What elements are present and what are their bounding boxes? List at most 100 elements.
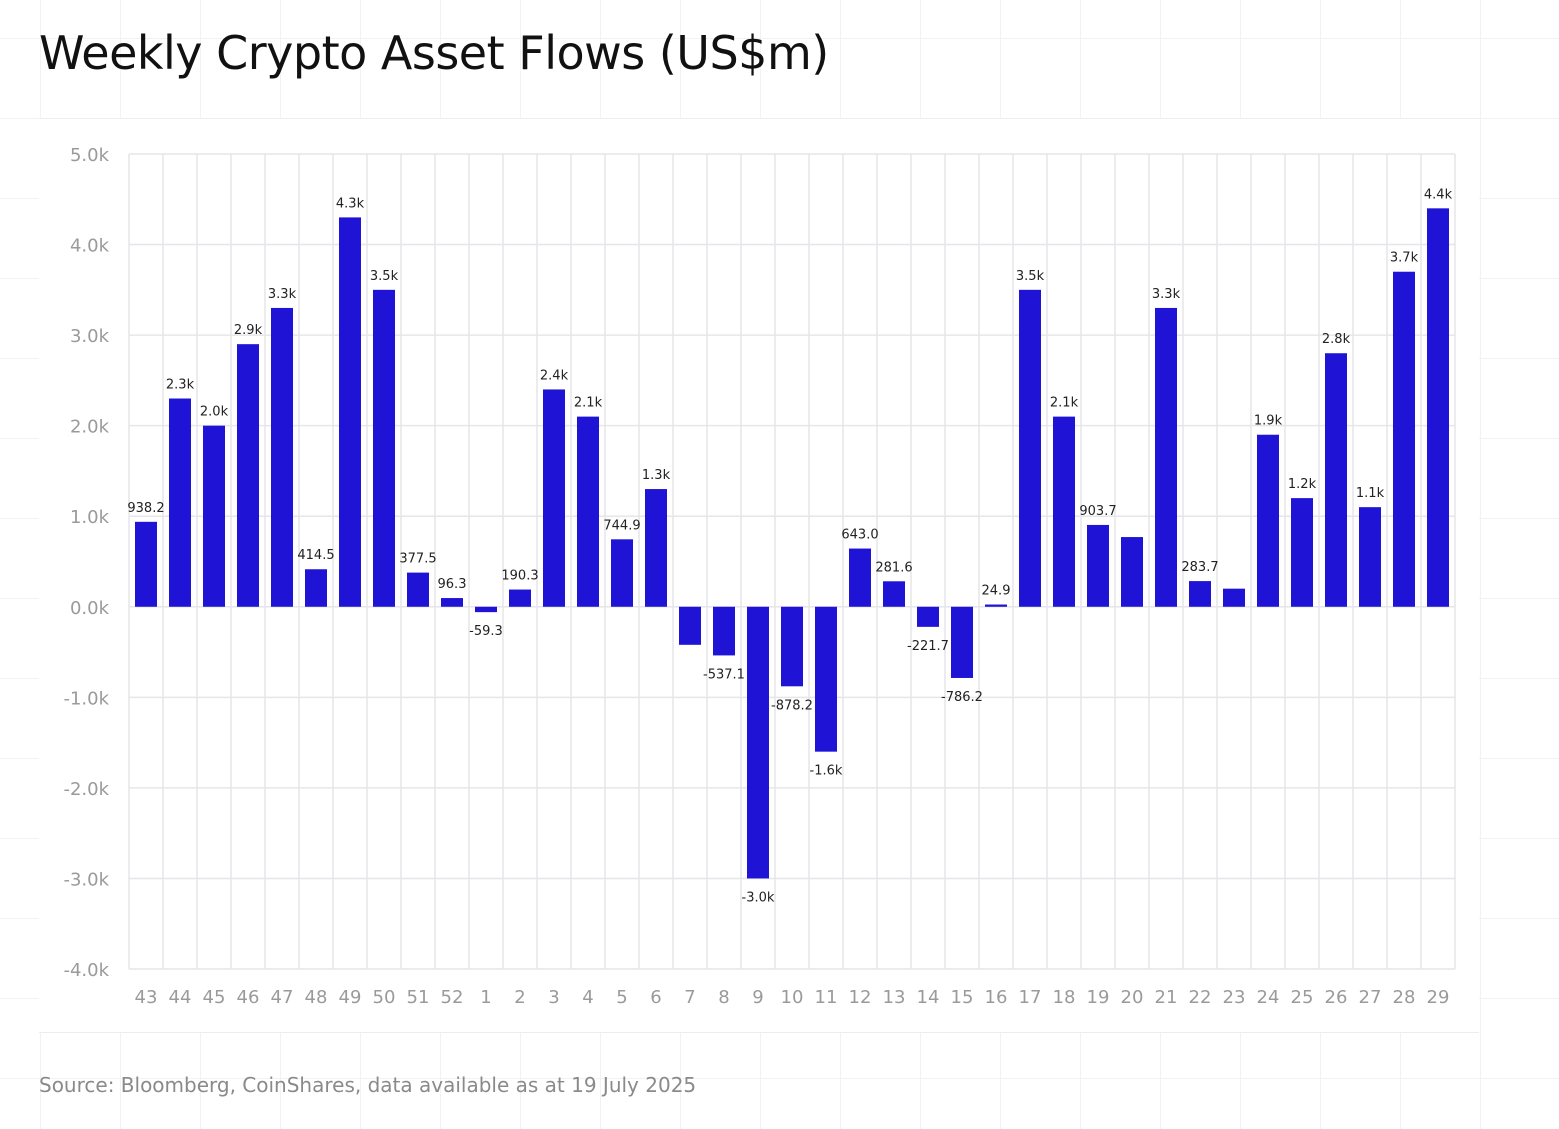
x-tick-label: 1 — [480, 987, 491, 1008]
source-note: Source: Bloomberg, CoinShares, data avai… — [39, 1073, 697, 1097]
data-label: 2.1k — [574, 396, 603, 411]
bar-week-49 — [339, 217, 361, 607]
data-label: 3.3k — [268, 287, 297, 302]
chart-panel: 5.0k 4.0k 3.0k 2.0k 1.0k 0.0k -1.0k -2.0k -3.0k -… — [39, 118, 1479, 1033]
x-tick-label: 20 — [1121, 987, 1144, 1008]
data-label: 377.5 — [399, 552, 436, 567]
bar-week-48 — [305, 569, 327, 607]
data-label: -3.0k — [742, 890, 775, 905]
bar-week-1 — [475, 606, 497, 613]
x-tick-label: 12 — [849, 987, 872, 1008]
x-tick-label: 26 — [1325, 987, 1348, 1008]
data-label: 2.8k — [1322, 332, 1351, 347]
data-label: -878.2 — [771, 698, 813, 713]
data-label: -786.2 — [941, 690, 983, 705]
data-label: 281.6 — [875, 560, 912, 575]
bar-week-13 — [883, 581, 905, 607]
data-label: 1.1k — [1356, 486, 1385, 501]
x-tick-label: 44 — [169, 987, 192, 1008]
y-tick-label: -2.0k — [63, 779, 109, 800]
bar-week-24 — [1257, 434, 1279, 607]
bar-week-51 — [407, 572, 429, 607]
bar-week-15 — [951, 606, 973, 678]
data-label: -537.1 — [703, 667, 745, 682]
data-label: 2.0k — [200, 405, 229, 420]
bar-week-27 — [1359, 507, 1381, 607]
x-tick-label: 3 — [548, 987, 559, 1008]
bar-week-18 — [1053, 416, 1075, 607]
data-label: 2.3k — [166, 378, 195, 393]
bar-week-2 — [509, 589, 531, 607]
data-label: -59.3 — [469, 624, 503, 639]
data-label: 2.9k — [234, 323, 263, 338]
data-label: 938.2 — [127, 501, 164, 516]
x-tick-label: 23 — [1223, 987, 1246, 1008]
bar-week-17 — [1019, 289, 1041, 607]
data-label: -221.7 — [907, 639, 949, 654]
bar-week-14 — [917, 606, 939, 627]
x-tick-label: 45 — [203, 987, 226, 1008]
x-tick-label: 14 — [917, 987, 940, 1008]
bar-week-21 — [1155, 307, 1177, 607]
x-tick-label: 4 — [582, 987, 593, 1008]
x-tick-label: 46 — [237, 987, 260, 1008]
x-tick-label: 24 — [1257, 987, 1280, 1008]
y-tick-label: -4.0k — [63, 960, 109, 981]
bar-week-8 — [713, 606, 735, 656]
data-label: 190.3 — [501, 569, 538, 584]
data-label: 903.7 — [1079, 504, 1116, 519]
y-tick-label: 1.0k — [70, 507, 110, 528]
data-label: 4.3k — [336, 196, 365, 211]
y-tick-label: 4.0k — [70, 236, 110, 257]
x-tick-label: 50 — [373, 987, 396, 1008]
x-tick-label: 19 — [1087, 987, 1110, 1008]
bar-week-50 — [373, 289, 395, 607]
data-label: 24.9 — [982, 584, 1011, 599]
bar-week-4 — [577, 416, 599, 607]
bar-week-25 — [1291, 498, 1313, 607]
x-tick-label: 48 — [305, 987, 328, 1008]
x-tick-label: 49 — [339, 987, 362, 1008]
x-tick-label: 5 — [616, 987, 627, 1008]
x-tick-label: 27 — [1359, 987, 1382, 1008]
x-tick-label: 47 — [271, 987, 294, 1008]
data-label: 3.3k — [1152, 287, 1181, 302]
bar-week-46 — [237, 344, 259, 607]
y-tick-label: -3.0k — [63, 869, 109, 890]
x-tick-label: 15 — [951, 987, 974, 1008]
bar-week-16 — [985, 604, 1007, 607]
bar-week-19 — [1087, 524, 1109, 607]
bar-chart: 5.0k 4.0k 3.0k 2.0k 1.0k 0.0k -1.0k -2.0k -3.0k -… — [63, 145, 1456, 1008]
bar-week-26 — [1325, 353, 1347, 607]
bar-week-11 — [815, 606, 837, 752]
bar-week-10 — [781, 606, 803, 687]
x-tick-label: 52 — [441, 987, 464, 1008]
data-label: -1.6k — [810, 764, 843, 779]
x-tick-label: 51 — [407, 987, 430, 1008]
data-label: 1.9k — [1254, 414, 1283, 429]
bar-week-28 — [1393, 271, 1415, 607]
y-tick-label: -1.0k — [63, 688, 109, 709]
x-tick-label: 22 — [1189, 987, 1212, 1008]
y-tick-label: 0.0k — [70, 598, 110, 619]
bar-week-23 — [1223, 588, 1245, 607]
x-tick-label: 6 — [650, 987, 661, 1008]
x-tick-label: 21 — [1155, 987, 1178, 1008]
x-tick-label: 8 — [718, 987, 729, 1008]
bar-week-12 — [849, 548, 871, 607]
bar-week-3 — [543, 389, 565, 607]
chart-title: Weekly Crypto Asset Flows (US$m) — [39, 26, 829, 80]
data-label: 643.0 — [841, 528, 878, 543]
bar-week-29 — [1427, 208, 1449, 607]
bar-week-43 — [135, 521, 157, 607]
y-tick-label: 2.0k — [70, 417, 110, 438]
x-tick-label: 18 — [1053, 987, 1076, 1008]
x-tick-label: 2 — [514, 987, 525, 1008]
y-tick-label: 5.0k — [70, 145, 110, 166]
data-label: 96.3 — [438, 577, 467, 592]
data-label: 2.4k — [540, 368, 569, 383]
data-label: 2.1k — [1050, 396, 1079, 411]
x-tick-label: 11 — [815, 987, 838, 1008]
x-tick-label: 7 — [684, 987, 695, 1008]
bar-week-6 — [645, 489, 667, 607]
